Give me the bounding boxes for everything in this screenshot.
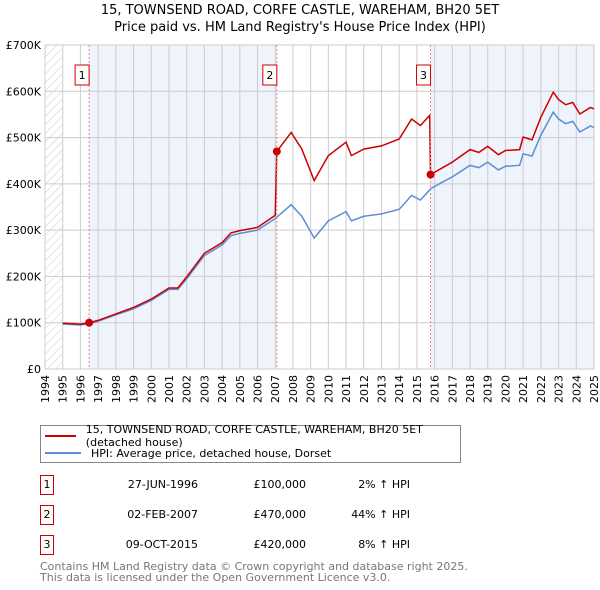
x-tick-label: 2022 (535, 375, 548, 403)
sale-row: 3 09-OCT-2015 £420,000 8% ↑ HPI (40, 535, 500, 555)
plot-border (44, 44, 595, 370)
shaded-period (89, 45, 277, 369)
property-price-line (62, 90, 595, 325)
y-tick-label: £600K (6, 85, 42, 98)
x-tick-label: 2025 (588, 375, 600, 403)
sale-label: 3 (420, 69, 427, 82)
x-tick-label: 1999 (128, 375, 141, 403)
x-tick-label: 2005 (234, 375, 247, 403)
x-tick-label: 2024 (570, 375, 583, 403)
sale-point (85, 318, 94, 327)
sale-label-box (416, 64, 432, 86)
x-tick-label: 2013 (375, 375, 388, 403)
y-tick-label: £300K (6, 224, 42, 237)
sale-row: 2 02-FEB-2007 £470,000 44% ↑ HPI (40, 505, 500, 525)
x-tick-label: 1997 (92, 375, 105, 403)
y-tick-label: £700K (6, 39, 42, 52)
x-tick-label: 2011 (340, 375, 353, 403)
x-tick-label: 2020 (499, 375, 512, 403)
x-tick-label: 2003 (198, 375, 211, 403)
x-tick-label: 2016 (429, 375, 442, 403)
sale-date: 02-FEB-2007 (127, 508, 198, 521)
legend-item-hpi: HPI: Average price, detached house, Dors… (45, 445, 331, 461)
sale-date: 27-JUN-1996 (127, 478, 198, 491)
x-tick-label: 2019 (482, 375, 495, 403)
sale-hpi-change: 2% ↑ HPI (358, 478, 410, 491)
y-tick-label: £100K (6, 317, 42, 330)
chart-title: 15, TOWNSEND ROAD, CORFE CASTLE, WAREHAM… (100, 3, 500, 18)
sale-row: 1 27-JUN-1996 £100,000 2% ↑ HPI (40, 475, 500, 495)
sale-price: £420,000 (253, 538, 307, 551)
sale-number: 1 (40, 475, 54, 495)
sale-label: 1 (79, 69, 86, 82)
chart-subtitle: Price paid vs. HM Land Registry's House … (114, 20, 486, 35)
x-tick-label: 1996 (74, 375, 87, 403)
x-tick-label: 2000 (145, 375, 158, 403)
footer-line-2: This data is licensed under the Open Gov… (40, 571, 391, 584)
x-tick-label: 2007 (269, 375, 282, 403)
price-chart: 1994 1995 1996 1997 1998 1999 2000 2001 2002 2003… (6, 39, 600, 403)
legend-label: HPI: Average price, detached house, Dors… (91, 446, 332, 460)
legend-swatch-red (45, 435, 76, 437)
legend-item-property: 15, TOWNSEND ROAD, CORFE CASTLE, WAREHAM… (45, 423, 460, 449)
x-tick-label: 2014 (393, 375, 406, 403)
x-tick-label: 2006 (252, 375, 265, 403)
legend: 15, TOWNSEND ROAD, CORFE CASTLE, WAREHAM… (40, 423, 461, 463)
x-tick-label: 2012 (358, 375, 371, 403)
x-tick-label: 1995 (57, 375, 70, 403)
sale-label-box (262, 64, 278, 86)
x-tick-label: 2001 (163, 375, 176, 403)
sale-label: 2 (266, 69, 273, 82)
x-tick-label: 2023 (553, 375, 566, 403)
x-tick-label: 2004 (216, 375, 229, 403)
footer-line-1: Contains HM Land Registry data © Crown c… (40, 560, 468, 573)
legend-swatch-blue (45, 452, 81, 454)
sale-point (272, 147, 281, 156)
x-tick-label: 1994 (39, 375, 52, 403)
sale-number: 3 (40, 535, 54, 555)
x-tick-label: 2017 (446, 375, 459, 403)
sale-hpi-change: 8% ↑ HPI (358, 538, 410, 551)
legend-label: 15, TOWNSEND ROAD, CORFE CASTLE, WAREHAM… (85, 423, 423, 449)
x-tick-label: 2018 (464, 375, 477, 403)
y-tick-label: £400K (6, 178, 42, 191)
y-tick-label: £500K (6, 132, 42, 145)
y-tick-label: £200K (6, 270, 42, 283)
sale-number: 2 (40, 505, 54, 525)
hpi-line (62, 110, 595, 326)
x-tick-label: 2015 (411, 375, 424, 403)
x-tick-label: 2021 (517, 375, 530, 403)
shaded-period (430, 45, 594, 369)
y-tick-label: £0 (27, 363, 41, 376)
sale-point (426, 170, 435, 179)
sale-price: £470,000 (253, 508, 307, 521)
x-tick-label: 2009 (305, 375, 318, 403)
sale-date: 09-OCT-2015 (125, 538, 198, 551)
x-tick-label: 2002 (181, 375, 194, 403)
x-tick-label: 2008 (287, 375, 300, 403)
x-tick-label: 1998 (110, 375, 123, 403)
sale-price: £100,000 (253, 478, 307, 491)
sale-hpi-change: 44% ↑ HPI (351, 508, 410, 521)
sale-label-box (74, 64, 90, 86)
x-tick-label: 2010 (322, 375, 335, 403)
pre-data-hatch (45, 45, 63, 369)
